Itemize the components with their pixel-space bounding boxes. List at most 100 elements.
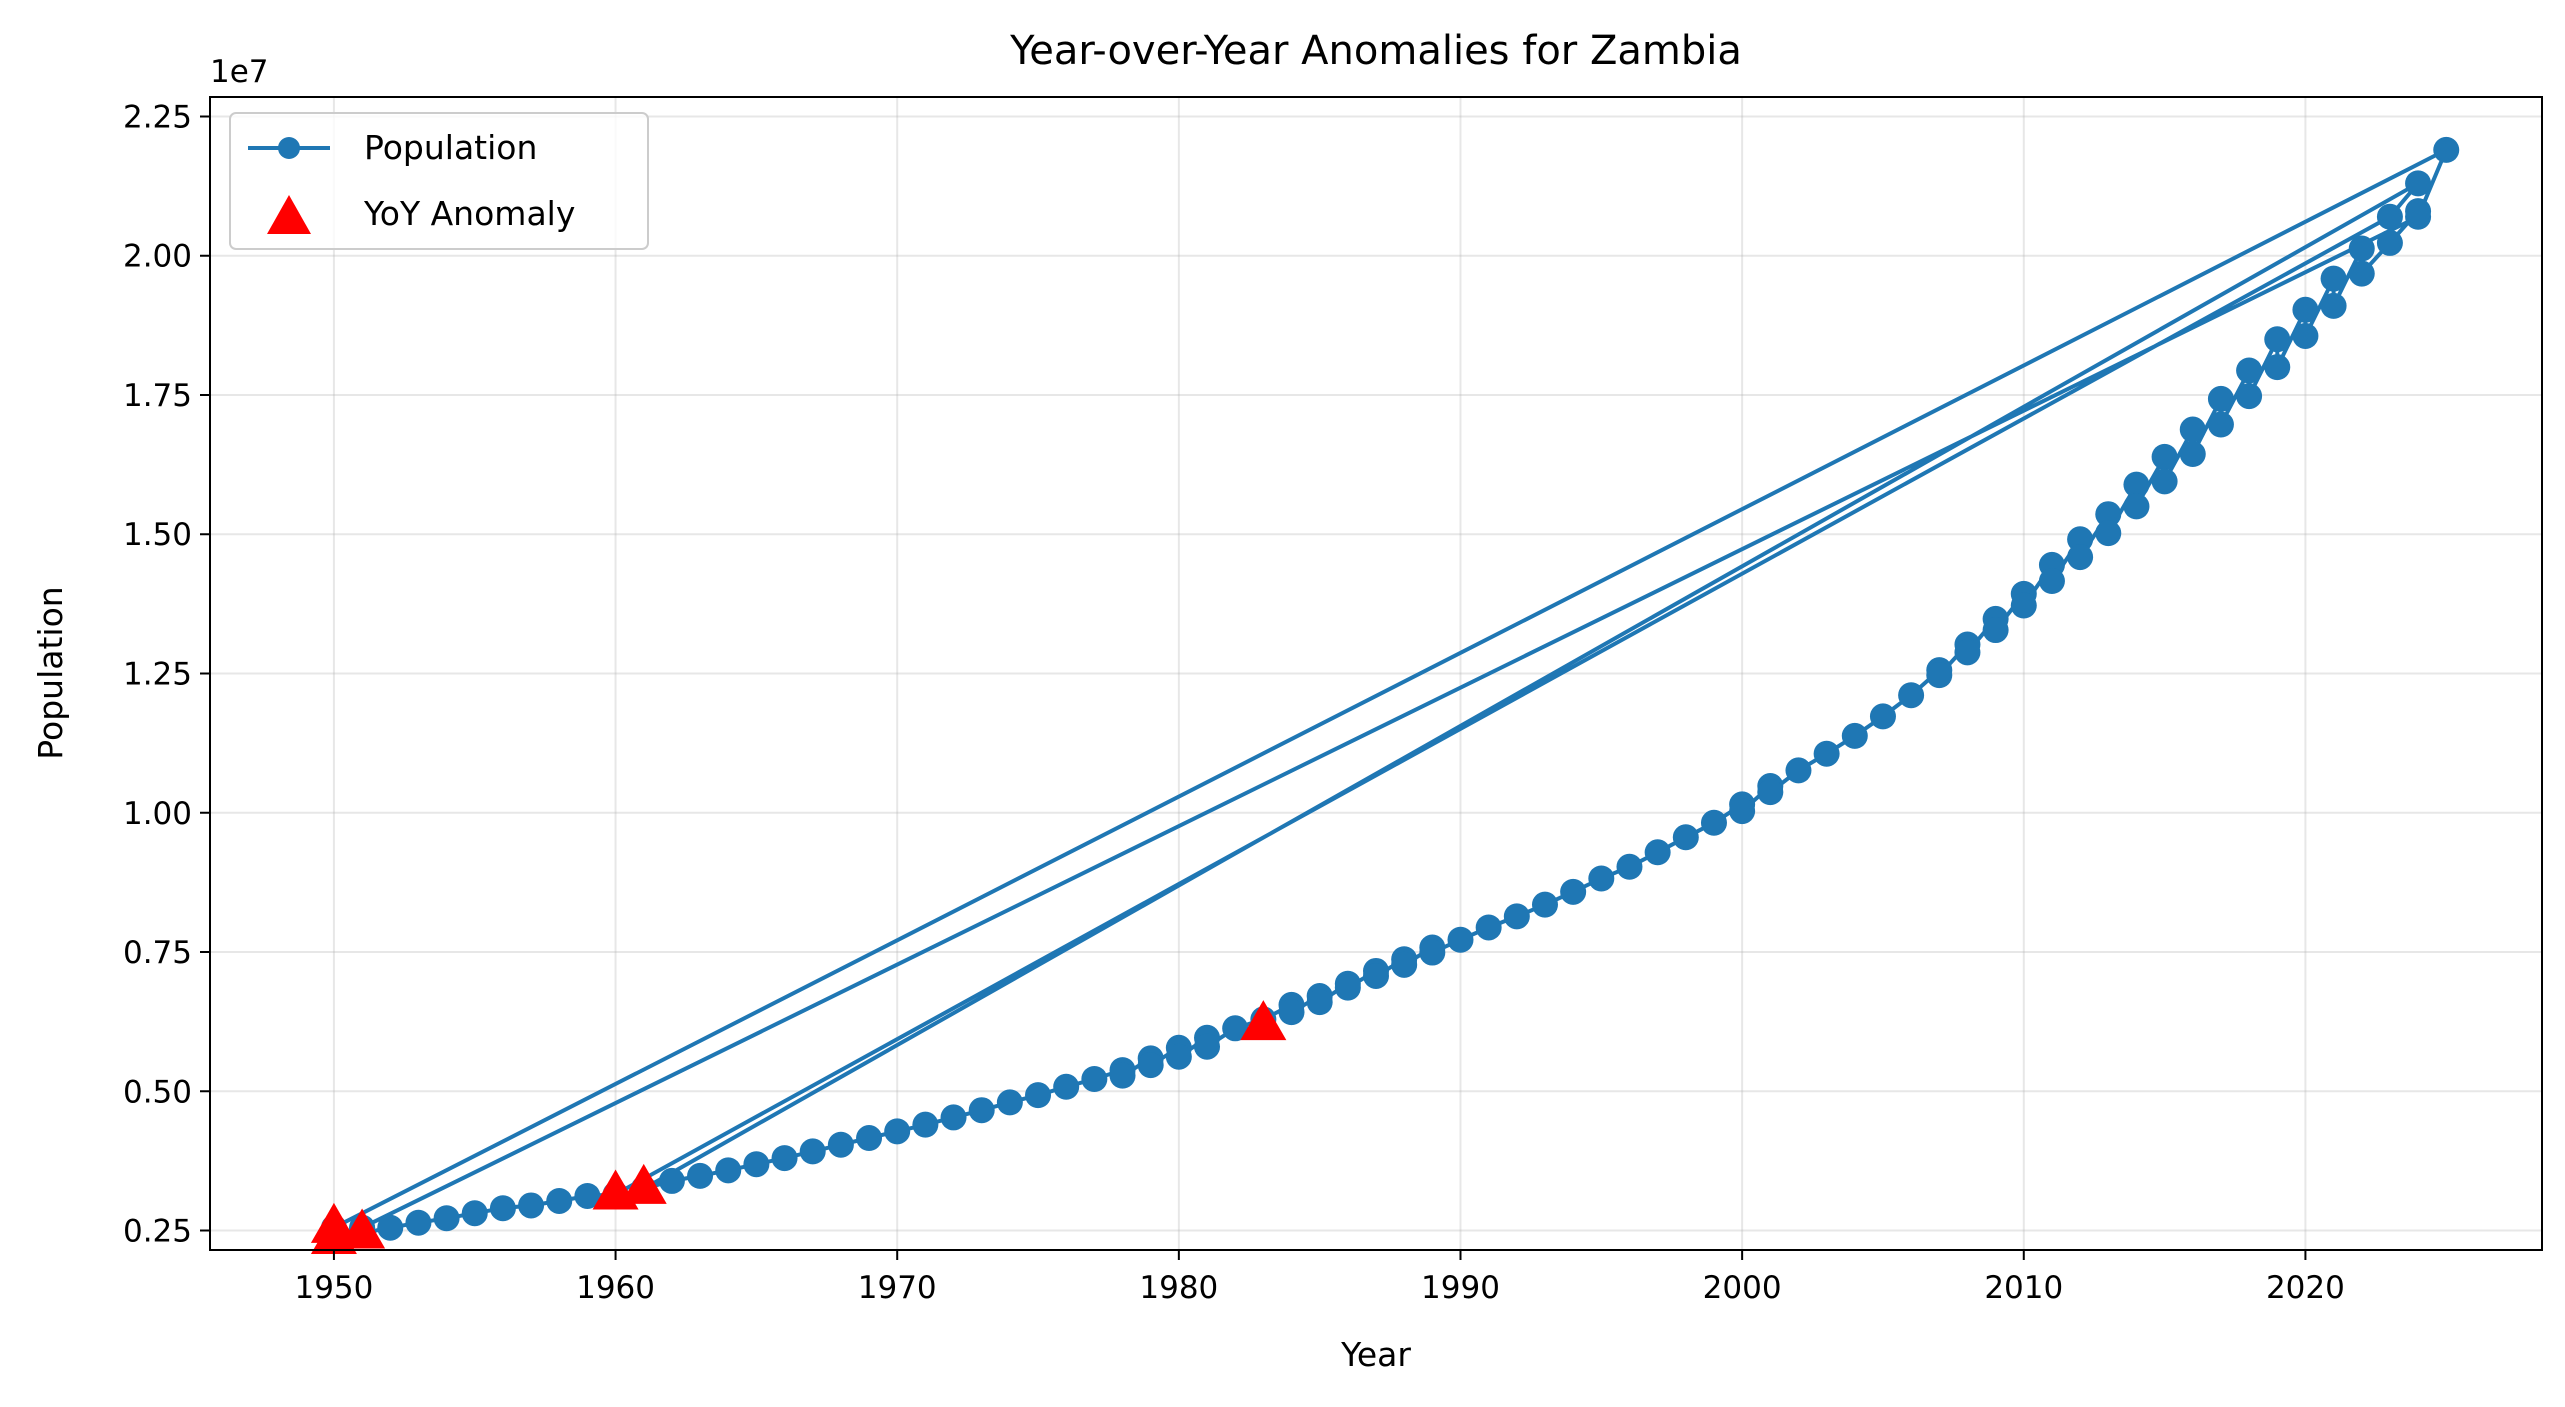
population-point xyxy=(461,1200,488,1227)
population-point xyxy=(1391,951,1418,978)
x-tick-label: 1980 xyxy=(1139,1270,1218,1306)
y-axis-label: Population xyxy=(31,586,70,759)
y-tick-label: 1.00 xyxy=(123,796,192,832)
population-point xyxy=(1165,1043,1192,1070)
population-point xyxy=(1053,1073,1080,1100)
population-point xyxy=(1672,824,1699,851)
population-point xyxy=(433,1205,460,1232)
population-point xyxy=(799,1138,826,1165)
population-point xyxy=(405,1209,432,1236)
population-point xyxy=(1588,865,1615,892)
population-point xyxy=(2264,326,2291,353)
population-point xyxy=(1109,1062,1136,1089)
population-point xyxy=(2207,411,2234,438)
population-point xyxy=(1447,926,1474,953)
x-tick-label: 1960 xyxy=(576,1270,655,1306)
population-point xyxy=(1560,878,1587,905)
population-point xyxy=(1222,1015,1249,1042)
population-point xyxy=(1700,809,1727,836)
population-point xyxy=(1757,779,1784,806)
population-point xyxy=(715,1157,742,1184)
population-point xyxy=(2348,235,2375,262)
population-point xyxy=(1954,639,1981,666)
legend-label-yoy-anomaly: YoY Anomaly xyxy=(363,194,575,233)
legend-circle-marker xyxy=(278,137,300,159)
population-point xyxy=(2179,416,2206,443)
population-point xyxy=(2095,501,2122,528)
y-tick-label: 2.00 xyxy=(123,239,192,275)
population-point xyxy=(2376,203,2403,230)
population-point xyxy=(2405,170,2432,197)
population-point xyxy=(1194,1033,1221,1060)
yoy-anomaly-marker xyxy=(620,1163,667,1204)
population-point xyxy=(1475,914,1502,941)
population-point xyxy=(2236,357,2263,384)
population-point xyxy=(1419,939,1446,966)
population-point xyxy=(1926,662,1953,689)
population-point xyxy=(2376,229,2403,256)
population-point xyxy=(743,1151,770,1178)
legend: Population YoY Anomaly xyxy=(229,112,649,250)
population-point xyxy=(377,1214,404,1241)
population-point xyxy=(2067,526,2094,553)
population-point xyxy=(1531,891,1558,918)
x-tick-label: 2020 xyxy=(2266,1270,2345,1306)
y-tick-label: 2.25 xyxy=(123,99,192,135)
population-point xyxy=(1306,989,1333,1016)
population-point xyxy=(968,1097,995,1124)
yoy-anomaly-marker xyxy=(310,1202,357,1243)
population-point xyxy=(1616,853,1643,880)
population-point xyxy=(996,1089,1023,1116)
y-tick-label: 1.50 xyxy=(123,517,192,553)
population-point xyxy=(2010,592,2037,619)
population-point xyxy=(2123,471,2150,498)
population-point xyxy=(2405,198,2432,225)
population-point xyxy=(2179,441,2206,468)
x-tick-label: 2000 xyxy=(1703,1270,1782,1306)
population-point xyxy=(856,1125,883,1152)
population-point xyxy=(2151,468,2178,495)
population-point xyxy=(1363,962,1389,989)
population-point xyxy=(1503,903,1530,930)
population-point xyxy=(1644,839,1671,866)
population-point xyxy=(2292,296,2319,323)
population-point xyxy=(2320,292,2347,319)
yoy-anomaly-marker xyxy=(339,1208,386,1249)
x-axis-label: Year xyxy=(1340,1335,1411,1374)
population-point xyxy=(1869,703,1896,730)
population-point xyxy=(940,1104,967,1131)
population-point xyxy=(2264,354,2291,381)
population-point xyxy=(1813,740,1840,767)
y-tick-label: 0.25 xyxy=(123,1214,192,1250)
population-point xyxy=(658,1167,685,1194)
population-point xyxy=(912,1111,939,1138)
x-tick-label: 1990 xyxy=(1421,1270,1500,1306)
legend-box xyxy=(229,112,649,250)
population-point xyxy=(1841,722,1868,749)
population-point xyxy=(2236,383,2263,410)
population-point xyxy=(1729,798,1756,825)
population-point xyxy=(884,1118,911,1145)
population-point xyxy=(1278,999,1305,1026)
y-tick-label: 1.75 xyxy=(123,378,192,414)
population-point xyxy=(2038,568,2065,595)
population-point xyxy=(2207,385,2234,412)
population-point xyxy=(1025,1082,1052,1109)
population-point xyxy=(771,1145,798,1172)
population-point xyxy=(2123,493,2150,520)
population-point xyxy=(1898,682,1925,709)
population-point xyxy=(1334,974,1361,1001)
population-point xyxy=(2095,520,2122,547)
x-tick-label: 1950 xyxy=(294,1270,373,1306)
y-tick-label: 0.50 xyxy=(123,1074,192,1110)
population-point xyxy=(2348,260,2375,287)
grid xyxy=(210,97,2542,1250)
population-point xyxy=(2067,544,2094,571)
population-point xyxy=(687,1162,714,1189)
population-point xyxy=(2292,322,2319,349)
y-axis-offset-label: 1e7 xyxy=(210,54,269,90)
chart-title: Year-over-Year Anomalies for Zambia xyxy=(1009,28,1742,74)
population-point xyxy=(1785,757,1812,784)
y-tick-label: 1.25 xyxy=(123,657,192,693)
legend-label-population: Population xyxy=(364,128,537,167)
